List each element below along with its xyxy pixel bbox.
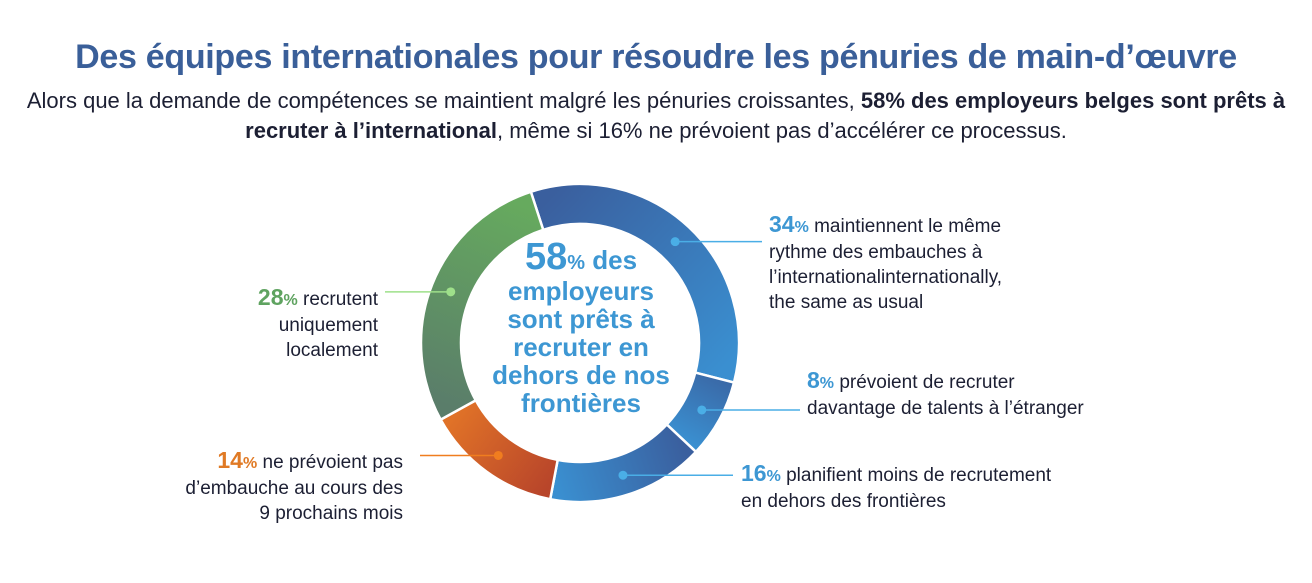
leader-dot-34	[670, 237, 680, 247]
callout-14-line2: d’embauche au cours des	[185, 478, 403, 499]
callout-28-line1: recrutent	[303, 289, 378, 310]
slice-16	[548, 422, 698, 504]
center-line3: sont prêts à	[507, 304, 655, 334]
callout-34: 34% maintiennent le même rythme des emba…	[769, 212, 1002, 315]
center-line6: frontières	[521, 388, 641, 418]
callout-28: 28% recrutent uniquement localement	[180, 285, 378, 363]
subtitle-highlight: 58% des employeurs belges sont prêts à r…	[245, 88, 1286, 143]
subtitle-text-1: Alors que la demande de compétences se m…	[26, 88, 861, 113]
callout-14-line1: ne prévoient pas	[262, 452, 404, 473]
callout-14-line3: 9 prochains mois	[259, 503, 403, 524]
leader-dot-28	[446, 287, 456, 297]
callout-28-pct: %	[283, 292, 298, 309]
page-subtitle: Alors que la demande de compétences se m…	[0, 86, 1312, 146]
callout-34-line4: the same as usual	[769, 292, 924, 313]
callout-28-line2: uniquement	[278, 315, 378, 336]
callout-16-line2: en dehors des frontières	[741, 491, 946, 512]
callout-16-line1: planifient moins de recrutement	[786, 465, 1052, 486]
callout-16-value: 16	[741, 460, 767, 486]
center-line1: des	[585, 245, 638, 275]
leader-dot-14	[493, 450, 503, 460]
callout-14-value: 14	[217, 447, 243, 473]
callout-16-pct: %	[766, 468, 781, 485]
slice-28	[419, 190, 545, 422]
leader-dot-16	[618, 470, 628, 480]
slice-34	[529, 182, 741, 385]
callout-34-pct: %	[794, 219, 809, 236]
callout-14-pct: %	[242, 455, 258, 472]
callout-34-line3: l’internationalinternationally,	[769, 267, 1003, 288]
subtitle-text-2: , même si 16% ne prévoient pas d’accélér…	[497, 118, 1067, 143]
callout-28-line3: localement	[286, 340, 378, 361]
center-line2: employeurs	[508, 276, 654, 306]
callout-8-value: 8	[807, 367, 820, 393]
callout-8-line1: prévoient de recruter	[839, 372, 1015, 393]
center-pct: %	[567, 252, 586, 274]
callout-8-pct: %	[819, 375, 835, 392]
callout-34-line1: maintiennent le même	[814, 216, 1002, 237]
center-line5: dehors de nos	[492, 360, 670, 390]
callout-28-value: 28	[257, 284, 284, 310]
callout-34-value: 34	[769, 211, 795, 237]
callout-14: 14% ne prévoient pas d’embauche au cours…	[150, 448, 403, 526]
center-value: 58	[524, 236, 568, 278]
leader-dot-8	[697, 405, 707, 415]
callout-16: 16% planifient moins de recrutement en d…	[741, 461, 1051, 514]
callout-8: 8% prévoient de recruter davantage de ta…	[807, 368, 1084, 421]
callout-8-line2: davantage de talents à l’étranger	[807, 398, 1084, 419]
page-title: Des équipes internationales pour résoudr…	[75, 38, 1237, 76]
callout-34-line2: rythme des embauches à	[769, 242, 983, 263]
center-summary: 58% des employeurs sont prêts à recruter…	[470, 238, 692, 418]
center-line4: recruter en	[513, 332, 649, 362]
